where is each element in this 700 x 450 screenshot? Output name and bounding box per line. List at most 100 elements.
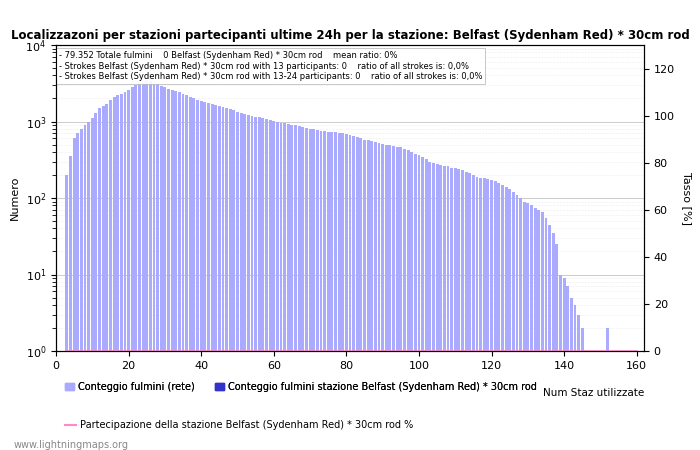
Bar	[596, 351, 598, 450]
Bar	[359, 139, 363, 450]
Bar	[570, 297, 573, 450]
Bar	[435, 164, 439, 450]
Bar	[178, 92, 181, 450]
Bar	[480, 178, 482, 450]
Bar	[533, 207, 537, 450]
Bar	[512, 192, 514, 450]
Bar	[120, 94, 122, 450]
Bar	[382, 144, 384, 450]
Bar	[367, 140, 370, 450]
Bar	[113, 97, 116, 450]
Bar	[584, 351, 587, 450]
Bar	[588, 351, 591, 450]
Bar	[345, 134, 348, 450]
Bar	[548, 225, 551, 450]
Y-axis label: Numero: Numero	[10, 176, 20, 220]
Bar	[334, 132, 337, 450]
Bar	[465, 172, 468, 450]
Bar	[214, 105, 217, 450]
Bar	[370, 141, 373, 450]
Bar	[156, 84, 159, 450]
Bar	[573, 305, 577, 450]
Bar	[94, 113, 97, 450]
Bar	[272, 121, 275, 450]
Bar	[385, 144, 388, 450]
Bar	[123, 92, 127, 450]
Bar	[468, 173, 471, 450]
Bar	[149, 81, 152, 450]
Bar	[538, 210, 540, 450]
Bar	[196, 100, 199, 450]
Bar	[581, 328, 584, 450]
Legend: Partecipazione della stazione Belfast (Sydenham Red) * 30cm rod %: Partecipazione della stazione Belfast (S…	[61, 416, 417, 434]
Bar	[258, 117, 260, 450]
Bar	[312, 129, 315, 450]
Bar	[566, 286, 569, 450]
Bar	[392, 146, 395, 450]
Bar	[403, 149, 406, 450]
Bar	[417, 155, 421, 450]
Bar	[457, 169, 461, 450]
Text: www.lightningmaps.org: www.lightningmaps.org	[14, 440, 129, 450]
Bar	[316, 130, 318, 450]
Bar	[171, 90, 174, 450]
Bar	[377, 143, 381, 450]
Bar	[73, 139, 76, 450]
Bar	[127, 90, 130, 450]
Bar	[323, 131, 326, 450]
Bar	[526, 203, 529, 450]
Y-axis label: Tasso [%]: Tasso [%]	[682, 171, 692, 225]
Bar	[606, 328, 609, 450]
Bar	[631, 351, 635, 450]
Bar	[218, 106, 220, 450]
Bar	[106, 104, 108, 450]
Bar	[414, 153, 416, 450]
Text: Num Staz utilizzate: Num Staz utilizzate	[542, 388, 644, 398]
Bar	[102, 106, 104, 450]
Bar	[450, 167, 453, 450]
Bar	[290, 125, 293, 450]
Bar	[374, 142, 377, 450]
Bar	[443, 166, 446, 450]
Bar	[69, 157, 72, 450]
Bar	[309, 129, 312, 450]
Bar	[454, 168, 456, 450]
Bar	[461, 171, 464, 450]
Bar	[167, 89, 170, 450]
Bar	[486, 180, 489, 450]
Bar	[298, 126, 300, 450]
Bar	[181, 94, 185, 450]
Bar	[174, 91, 177, 450]
Bar	[363, 140, 366, 450]
Bar	[342, 133, 344, 450]
Bar	[555, 244, 559, 450]
Bar	[356, 137, 358, 450]
Bar	[279, 122, 283, 450]
Bar	[254, 117, 257, 450]
Bar	[472, 175, 475, 450]
Bar	[400, 147, 402, 450]
Legend: Conteggio fulmini (rete), Conteggio fulmini stazione Belfast (Sydenham Red) * 30: Conteggio fulmini (rete), Conteggio fulm…	[61, 378, 541, 396]
Bar	[425, 159, 428, 450]
Bar	[541, 212, 544, 450]
Bar	[88, 122, 90, 450]
Bar	[189, 97, 192, 450]
Bar	[138, 84, 141, 450]
Bar	[221, 107, 225, 450]
Bar	[141, 82, 145, 450]
Bar	[287, 124, 290, 450]
Bar	[559, 274, 562, 450]
Bar	[163, 87, 167, 450]
Bar	[337, 133, 341, 450]
Bar	[294, 126, 297, 450]
Bar	[186, 95, 188, 450]
Bar	[508, 189, 511, 450]
Bar	[98, 108, 101, 450]
Bar	[501, 184, 504, 450]
Bar	[236, 112, 239, 450]
Bar	[225, 108, 228, 450]
Bar	[578, 315, 580, 450]
Bar	[207, 103, 210, 450]
Bar	[349, 135, 351, 450]
Bar	[475, 177, 479, 450]
